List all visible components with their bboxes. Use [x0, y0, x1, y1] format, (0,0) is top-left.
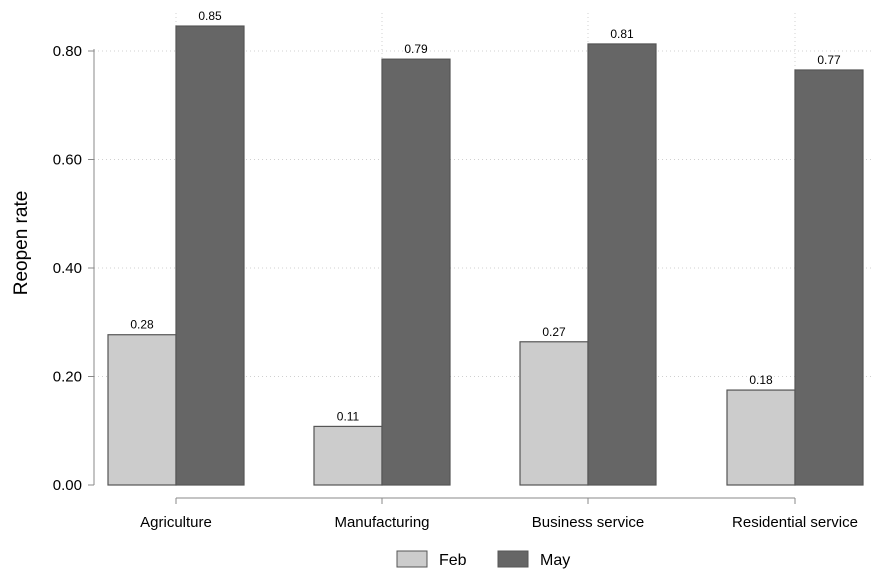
legend-label-feb: Feb — [439, 552, 467, 569]
legend-label-may: May — [540, 552, 570, 569]
y-tick-label: 0.20 — [53, 369, 82, 386]
data-labels: 0.28 0.11 0.27 0.18 0.85 0.79 0.81 0.77 — [130, 9, 841, 423]
bar-value-label: 0.18 — [749, 373, 773, 387]
bar-value-label: 0.77 — [817, 53, 841, 67]
bar-feb — [519, 341, 589, 486]
y-tick-label: 0.60 — [53, 152, 82, 169]
x-tick-label: Agriculture — [140, 514, 212, 531]
bar-feb — [726, 389, 796, 486]
bars — [107, 25, 864, 486]
x-tick-label: Residential service — [732, 514, 858, 531]
y-tick-label: 0.40 — [53, 260, 82, 277]
x-tick-label: Manufacturing — [334, 514, 429, 531]
bar-may — [175, 25, 245, 486]
bar-value-label: 0.85 — [198, 9, 222, 23]
bar-may — [587, 43, 657, 486]
legend: Feb May — [396, 550, 570, 569]
bar-value-label: 0.27 — [542, 325, 566, 339]
legend-swatch-feb — [396, 550, 428, 568]
bar-value-label: 0.11 — [337, 409, 360, 423]
bar-value-label: 0.81 — [610, 27, 634, 41]
bar-may — [794, 69, 864, 486]
bar-value-label: 0.79 — [404, 42, 428, 56]
axes: 0.00 0.20 0.40 0.60 0.80 Agriculture Manufactu… — [53, 43, 858, 531]
bar-feb — [107, 334, 177, 486]
legend-swatch-may — [497, 550, 529, 568]
bar-feb — [313, 425, 383, 486]
x-tick-label: Business service — [532, 514, 645, 531]
bar-may — [381, 58, 451, 486]
y-tick-label: 0.00 — [53, 477, 82, 494]
y-axis-title: Reopen rate — [11, 191, 32, 296]
bar-value-label: 0.28 — [130, 318, 154, 332]
y-tick-label: 0.80 — [53, 43, 82, 60]
